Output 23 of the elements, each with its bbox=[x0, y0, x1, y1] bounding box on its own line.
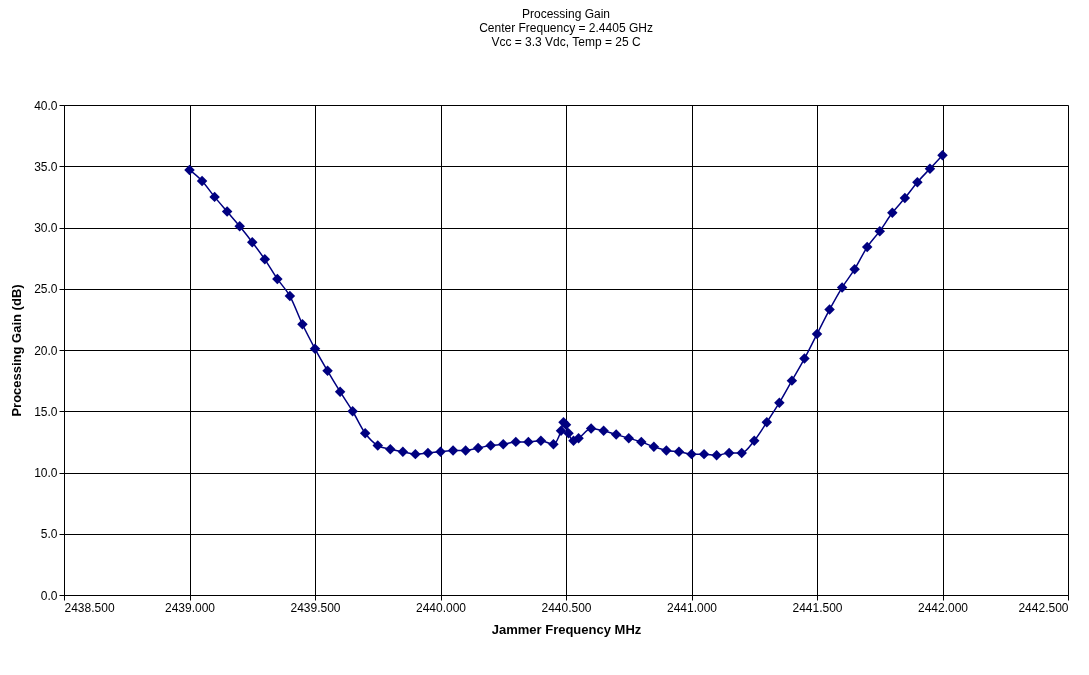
text: Processing Gain bbox=[521, 7, 611, 21]
text: Center Frequency = 2.4405 GHz bbox=[479, 21, 653, 35]
x-tick-label: 2442.500 bbox=[1018, 600, 1069, 615]
y-tick-label: 0.0 bbox=[40, 588, 58, 603]
text: Vcc = 3.3 Vdc, Temp = 25 C bbox=[491, 35, 641, 49]
y-tick-label: 30.0 bbox=[34, 221, 58, 235]
y-tick-label: 20.0 bbox=[34, 343, 58, 358]
x-tick-label: 2439.500 bbox=[290, 600, 341, 615]
x-axis-title: Jammer Frequency MHz bbox=[491, 621, 642, 637]
x-tick-label: 2438.500 bbox=[64, 600, 115, 615]
x-tick-label: 2441.000 bbox=[666, 600, 718, 615]
y-tick-label: 40.0 bbox=[34, 98, 58, 113]
y-axis-title: Processing Gain (dB) bbox=[9, 284, 25, 417]
y-tick-label: 35.0 bbox=[34, 159, 58, 174]
x-tick-label: 2442.000 bbox=[917, 600, 969, 615]
x-tick-label: 2439.000 bbox=[164, 600, 216, 615]
x-tick-label: 2441.500 bbox=[792, 600, 843, 615]
y-tick-label: 10.0 bbox=[34, 466, 58, 480]
y-tick-label: 5.0 bbox=[40, 527, 58, 542]
y-tick-label: 15.0 bbox=[34, 404, 58, 419]
x-tick-label: 2440.500 bbox=[541, 600, 592, 615]
x-tick-label: 2440.000 bbox=[415, 600, 467, 615]
y-tick-label: 25.0 bbox=[34, 282, 58, 297]
